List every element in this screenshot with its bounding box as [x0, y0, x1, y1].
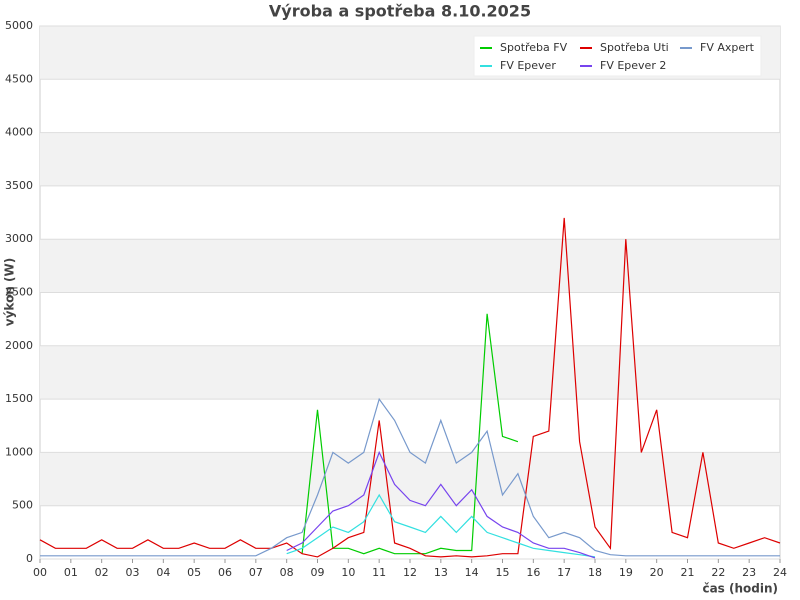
legend-label: FV Axpert — [700, 41, 755, 54]
y-tick-label: 1500 — [5, 392, 33, 405]
x-tick-label: 20 — [650, 566, 664, 579]
x-tick-label: 14 — [465, 566, 479, 579]
x-tick-label: 18 — [588, 566, 602, 579]
legend-label: Spotřeba Uti — [600, 41, 669, 54]
grid-band — [40, 239, 780, 293]
x-tick-label: 03 — [126, 566, 140, 579]
grid-band — [40, 132, 780, 186]
legend-label: FV Epever — [500, 59, 556, 72]
x-axis-label: čas (hodin) — [702, 582, 778, 596]
x-tick-label: 21 — [681, 566, 695, 579]
legend-label: FV Epever 2 — [600, 59, 666, 72]
chart-title: Výroba a spotřeba 8.10.2025 — [269, 2, 531, 21]
x-tick-label: 01 — [64, 566, 78, 579]
series-line — [286, 450, 596, 559]
series-line — [286, 493, 596, 558]
legend-label: Spotřeba FV — [500, 41, 568, 54]
x-tick-label: 04 — [156, 566, 170, 579]
x-tick-label: 07 — [249, 566, 263, 579]
x-tick-label: 00 — [33, 566, 47, 579]
y-axis-label: výkon (W) — [3, 258, 17, 326]
x-tick-label: 24 — [773, 566, 787, 579]
x-tick-label: 16 — [526, 566, 540, 579]
y-tick-label: 4500 — [5, 72, 33, 85]
y-tick-label: 3500 — [5, 179, 33, 192]
x-tick-label: 15 — [496, 566, 510, 579]
x-tick-label: 09 — [311, 566, 325, 579]
y-tick-label: 2500 — [5, 286, 33, 299]
y-tick-label: 5000 — [5, 19, 33, 32]
series-line — [301, 313, 519, 555]
x-tick-label: 05 — [187, 566, 201, 579]
x-tick-label: 13 — [434, 566, 448, 579]
y-tick-label: 3000 — [5, 232, 33, 245]
y-tick-label: 2000 — [5, 339, 33, 352]
grid-band — [40, 345, 780, 400]
legend-box — [473, 35, 762, 77]
x-tick-label: 11 — [372, 566, 386, 579]
x-tick-label: 12 — [403, 566, 417, 579]
x-tick-label: 23 — [742, 566, 756, 579]
y-tick-label: 0 — [26, 552, 33, 565]
series-line — [39, 217, 781, 558]
legend: Spotřeba FV Spotřeba Uti FV Axpert FV Epeve… — [473, 35, 762, 77]
grid-band — [40, 452, 780, 506]
x-tick-label: 22 — [711, 566, 725, 579]
y-tick-label: 1000 — [5, 445, 33, 458]
x-tick-label: 19 — [619, 566, 633, 579]
x-tick-label: 17 — [557, 566, 571, 579]
y-tick-label: 4000 — [5, 126, 33, 139]
series-line — [40, 397, 780, 557]
y-tick-label: 500 — [12, 499, 33, 512]
x-tick-label: 08 — [280, 566, 294, 579]
x-tick-label: 02 — [95, 566, 109, 579]
x-tick-label: 10 — [341, 566, 355, 579]
x-tick-label: 06 — [218, 566, 232, 579]
